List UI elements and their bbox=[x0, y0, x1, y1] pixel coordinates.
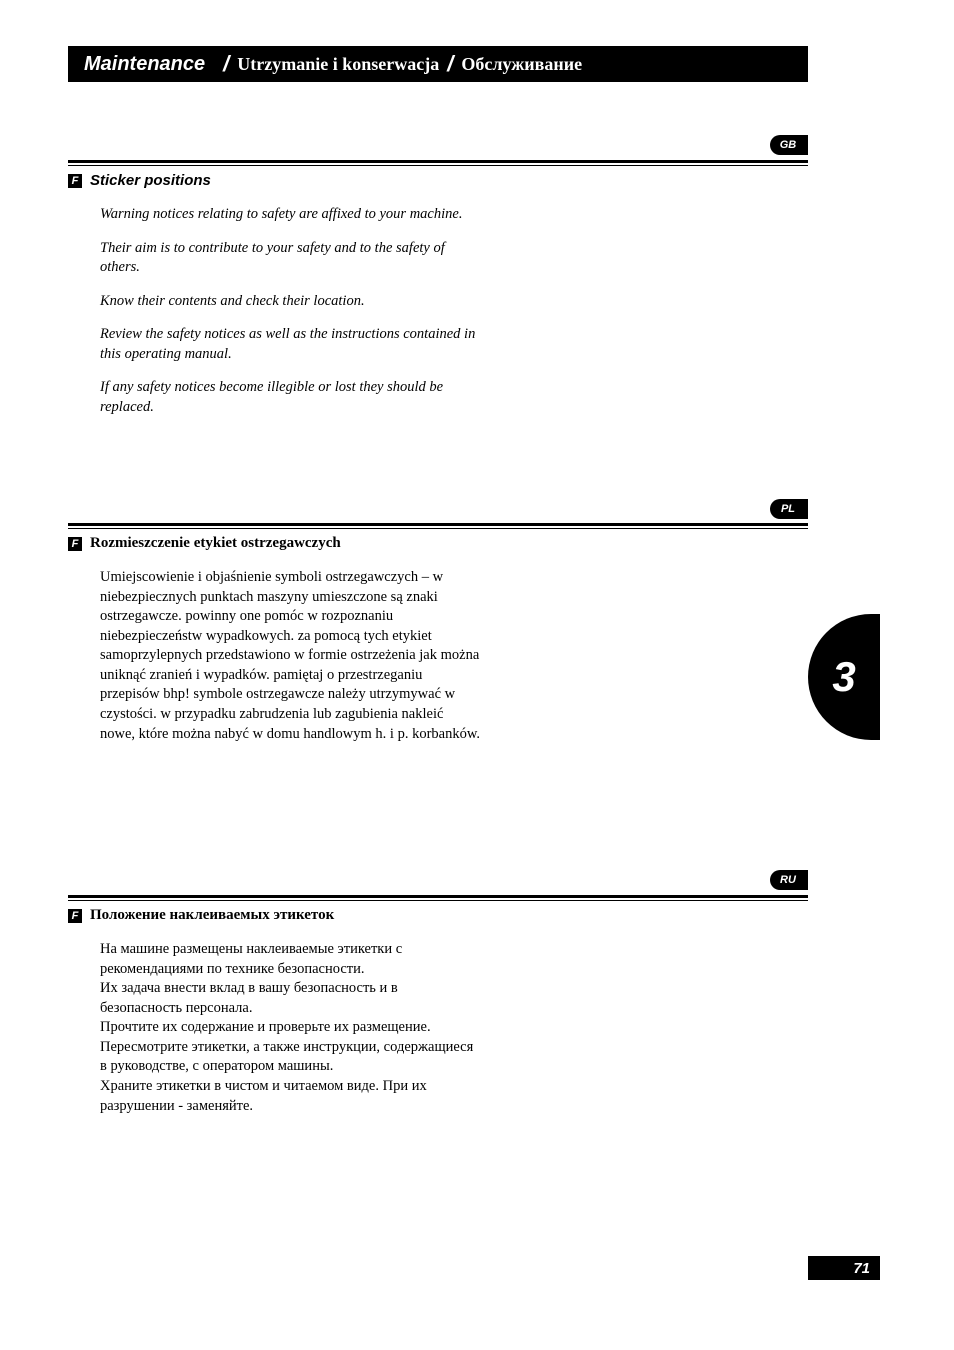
chapter-tab: 3 bbox=[808, 614, 880, 740]
header-bar: Maintenance / Utrzymanie i konserwacja /… bbox=[68, 46, 808, 82]
f-marker-icon: F bbox=[68, 909, 82, 923]
para: Know their contents and check their loca… bbox=[100, 292, 480, 312]
body-ru: На машине размещены наклеиваемые этикетк… bbox=[100, 940, 480, 1116]
rule-thick bbox=[68, 160, 808, 163]
para: Храните этикетки в чистом и читаемом вид… bbox=[100, 1077, 480, 1116]
rule-thick bbox=[68, 523, 808, 526]
para: Review the safety notices as well as the… bbox=[100, 325, 480, 364]
header-title-ru: Обслуживание bbox=[461, 54, 582, 75]
body-pl: Umiejscowienie i objaśnienie symboli ost… bbox=[100, 568, 480, 744]
heading-ru: Положение наклеиваемых этикеток bbox=[90, 907, 334, 924]
rule-thin bbox=[68, 165, 808, 166]
section-ru: F Положение наклеиваемых этикеток На маш… bbox=[68, 895, 808, 1116]
rule-thin bbox=[68, 900, 808, 901]
body-en: Warning notices relating to safety are a… bbox=[100, 205, 480, 418]
heading-en: Sticker positions bbox=[90, 172, 211, 189]
para: Пересмотрите этикетки, а также инструкци… bbox=[100, 1038, 480, 1077]
section-pl: F Rozmieszczenie etykiet ostrzegawczych … bbox=[68, 523, 808, 744]
section-heading-en: F Sticker positions bbox=[68, 172, 808, 189]
para: Umiejscowienie i objaśnienie symboli ost… bbox=[100, 568, 480, 744]
page-number: 71 bbox=[808, 1256, 880, 1280]
lang-tab-gb: GB bbox=[770, 135, 808, 155]
rule-thick bbox=[68, 895, 808, 898]
para: Их задача внести вклад в вашу безопаснос… bbox=[100, 979, 480, 1018]
header-slash-2: / bbox=[447, 51, 453, 77]
header-title-en: Maintenance bbox=[84, 53, 205, 76]
header-slash-1: / bbox=[223, 51, 229, 77]
para: На машине размещены наклеиваемые этикетк… bbox=[100, 940, 480, 979]
para: If any safety notices become illegible o… bbox=[100, 378, 480, 417]
lang-tab-pl: PL bbox=[770, 499, 808, 519]
section-heading-pl: F Rozmieszczenie etykiet ostrzegawczych bbox=[68, 535, 808, 552]
section-heading-ru: F Положение наклеиваемых этикеток bbox=[68, 907, 808, 924]
heading-pl: Rozmieszczenie etykiet ostrzegawczych bbox=[90, 535, 341, 552]
rule-thin bbox=[68, 528, 808, 529]
para: Warning notices relating to safety are a… bbox=[100, 205, 480, 225]
para: Their aim is to contribute to your safet… bbox=[100, 239, 480, 278]
f-marker-icon: F bbox=[68, 174, 82, 188]
section-en: F Sticker positions Warning notices rela… bbox=[68, 160, 808, 432]
lang-tab-ru: RU bbox=[770, 870, 808, 890]
para: Прочтите их содержание и проверьте их ра… bbox=[100, 1018, 480, 1038]
header-title-pl: Utrzymanie i konserwacja bbox=[237, 54, 439, 75]
f-marker-icon: F bbox=[68, 537, 82, 551]
